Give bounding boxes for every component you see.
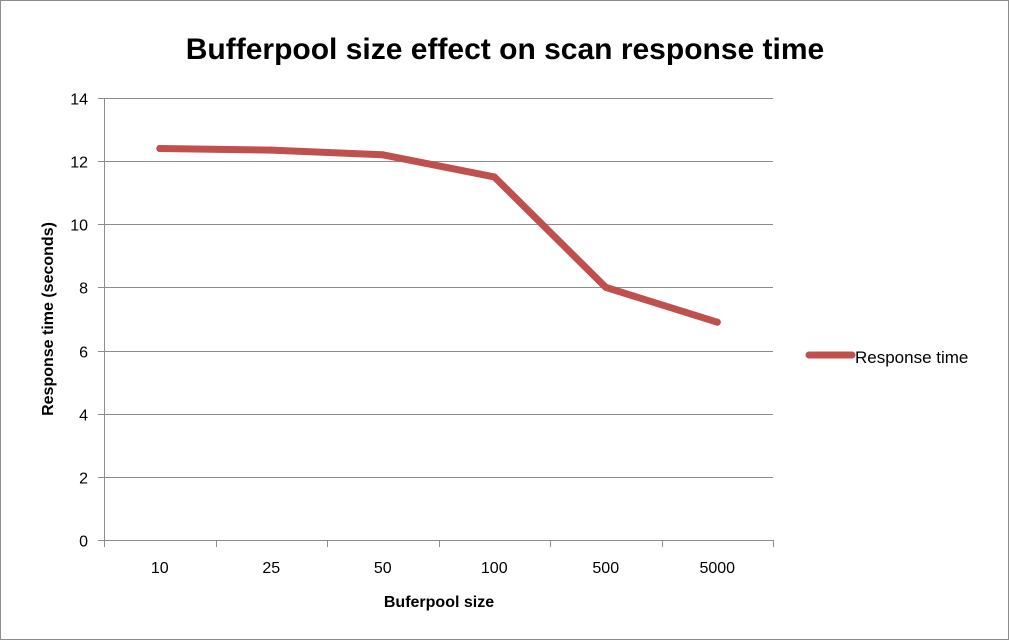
- data-point: [267, 146, 275, 154]
- legend-label-response-time: Response time: [855, 348, 968, 367]
- data-point: [602, 283, 610, 291]
- y-axis-title: Response time (seconds): [40, 222, 57, 416]
- axis-layer: 0 2 4 6 8 10 12 14 10 25 50 100 500 5000: [70, 92, 774, 577]
- x-tick-label: 500: [592, 560, 619, 577]
- data-point: [379, 151, 387, 159]
- series-line-response-time: [156, 145, 721, 326]
- y-tick-label: 6: [79, 345, 88, 362]
- x-tick-label: 5000: [699, 560, 735, 577]
- x-tick-label: 25: [262, 560, 280, 577]
- data-point: [156, 145, 164, 152]
- data-point: [490, 173, 498, 181]
- legend: Response time: [805, 348, 968, 367]
- x-axis-title: Buferpool size: [384, 594, 494, 611]
- x-tick-label: 50: [374, 560, 392, 577]
- y-tick-label: 2: [79, 471, 88, 488]
- x-tick-label: 10: [151, 560, 169, 577]
- y-tick-label: 12: [70, 155, 88, 172]
- grid-layer: [104, 98, 773, 478]
- series-layer: [156, 145, 721, 326]
- y-tick-label: 8: [79, 281, 88, 298]
- y-tick-label: 4: [79, 408, 88, 425]
- y-tick-label: 0: [79, 534, 88, 551]
- chart-title: Bufferpool size effect on scan response …: [186, 33, 824, 66]
- x-tick-label: 100: [481, 560, 508, 577]
- data-point: [713, 318, 721, 326]
- y-tick-label: 14: [70, 92, 88, 109]
- y-tick-label: 10: [70, 218, 88, 235]
